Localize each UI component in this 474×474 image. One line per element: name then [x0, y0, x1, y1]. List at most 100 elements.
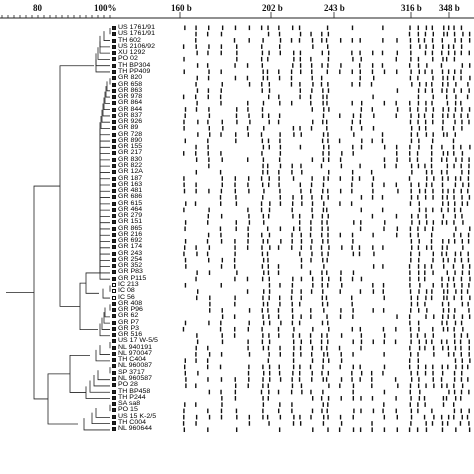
gel-band	[300, 132, 302, 137]
gel-band	[351, 119, 354, 125]
gel-band	[268, 339, 271, 345]
gel-band	[441, 220, 443, 225]
strain-label: GR 174	[118, 243, 143, 251]
gel-band	[441, 88, 443, 93]
gel-band	[267, 383, 269, 389]
gel-band	[359, 226, 362, 232]
gel-band	[234, 383, 237, 389]
gel-band	[431, 182, 433, 188]
gel-band	[351, 69, 353, 75]
gel-band	[418, 396, 421, 401]
gel-band	[468, 408, 470, 414]
gel-band	[267, 56, 269, 62]
gel-band	[423, 396, 426, 401]
gel-band	[419, 44, 421, 49]
gel-band	[292, 352, 295, 357]
gel-band	[261, 88, 263, 93]
gel-band	[278, 176, 280, 181]
gel-band	[410, 69, 412, 75]
gel-band	[453, 239, 456, 244]
gel-band	[248, 38, 250, 43]
gel-band	[341, 245, 343, 250]
gel-band	[263, 188, 265, 194]
gel-band	[468, 195, 471, 200]
gel-band	[236, 107, 238, 112]
gel-band	[323, 144, 325, 150]
gel-band	[383, 339, 385, 345]
gel-band	[220, 320, 222, 326]
gel-band	[352, 113, 355, 119]
gel-band	[220, 69, 222, 75]
gel-band	[234, 245, 236, 250]
gel-band	[460, 289, 463, 294]
gel-band	[293, 56, 295, 62]
strain-label: GR 822	[118, 162, 143, 169]
isolate-marker-icon	[112, 201, 116, 206]
gel-band	[467, 364, 469, 370]
gel-band	[322, 239, 324, 244]
gel-band	[340, 163, 343, 169]
gel-band	[321, 320, 324, 326]
gel-band	[248, 421, 251, 426]
gel-band	[418, 201, 420, 206]
gel-band	[460, 377, 463, 382]
gel-band	[208, 25, 210, 31]
gel-band	[195, 345, 197, 351]
gel-band	[323, 352, 325, 357]
gel-band	[234, 389, 237, 395]
gel-band	[311, 88, 313, 93]
gel-band	[350, 125, 353, 131]
gel-band	[410, 414, 413, 420]
gel-band	[395, 408, 397, 414]
gel-band	[327, 239, 329, 244]
tree-branch	[105, 86, 110, 98]
strain-row: IC 56	[112, 294, 172, 300]
gel-band	[246, 75, 249, 81]
gel-band	[446, 289, 449, 294]
gel-band	[453, 295, 455, 301]
gel-band	[468, 389, 470, 395]
gel-band	[462, 245, 464, 250]
gel-band	[310, 389, 312, 395]
gel-band	[321, 370, 323, 376]
gel-band	[195, 82, 197, 87]
gel-band	[431, 169, 433, 175]
gel-band	[432, 75, 434, 81]
strain-label: GR 243	[118, 249, 143, 257]
gel-band	[277, 408, 280, 414]
gel-band	[311, 75, 313, 81]
gel-band	[432, 345, 435, 351]
gel-band	[320, 163, 323, 169]
gel-band	[266, 301, 269, 307]
gel-band	[309, 364, 312, 370]
gel-band	[327, 176, 329, 181]
gel-band	[234, 295, 236, 301]
gel-band	[184, 113, 186, 119]
gel-band	[184, 364, 186, 370]
gel-band	[431, 138, 434, 144]
gel-band	[452, 75, 455, 81]
gel-band	[468, 421, 470, 426]
gel-band	[206, 364, 209, 370]
strain-row: GR 978	[112, 93, 172, 100]
gel-band	[459, 176, 462, 181]
gel-band	[381, 50, 384, 56]
gel-band	[277, 119, 280, 125]
gel-band	[351, 232, 354, 238]
gel-band	[309, 232, 312, 238]
gel-band	[467, 169, 470, 175]
gel-band	[445, 220, 448, 225]
strain-label: US 17 W-5/5	[118, 337, 158, 345]
gel-band	[321, 270, 323, 276]
gel-band	[326, 69, 329, 75]
gel-band	[425, 339, 427, 345]
gel-band	[322, 188, 324, 194]
gel-band	[279, 402, 281, 407]
tree-branch	[79, 282, 98, 331]
gel-band	[417, 245, 420, 250]
gel-band	[311, 69, 313, 75]
gel-band	[247, 383, 249, 389]
gel-band	[234, 75, 237, 81]
gel-band	[184, 220, 187, 225]
gel-band	[298, 213, 301, 219]
